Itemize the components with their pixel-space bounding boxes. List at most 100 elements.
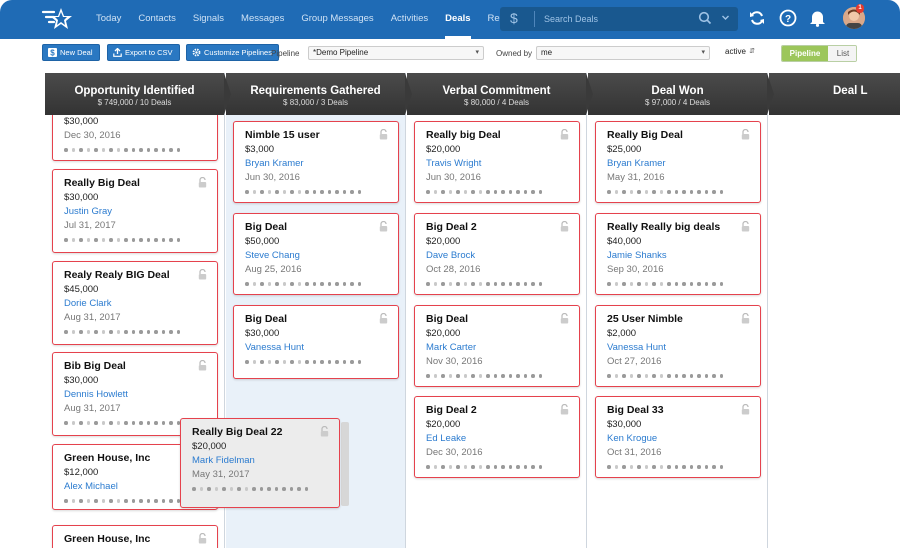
deal-name: Green House, Inc — [64, 452, 151, 464]
stage-arrow — [405, 73, 412, 115]
export-csv-button[interactable]: Export to CSV — [107, 44, 180, 61]
nav-item-messages[interactable]: Messages — [241, 13, 285, 24]
unlocked-icon[interactable] — [741, 404, 750, 415]
stage-summary: $ 83,000 / 3 Deals — [283, 98, 348, 107]
deal-card[interactable]: Realy Realy BIG Deal $45,000 Dorie Clark Au… — [52, 261, 218, 345]
deal-card[interactable]: Really Big Deal $25,000 Bryan Kramer May 31… — [595, 121, 761, 203]
deal-card[interactable]: Really Really big deals $40,000 Jamie Shan… — [595, 213, 761, 295]
customize-pipelines-button[interactable]: Customize Pipelines — [186, 44, 279, 61]
deal-close-date: Aug 31, 2017 — [64, 312, 121, 323]
sync-icon[interactable] — [748, 9, 766, 27]
deal-contact-link[interactable]: Ken Krogue — [607, 433, 658, 444]
unlocked-icon[interactable] — [379, 221, 388, 232]
deal-close-date: Jun 30, 2016 — [426, 172, 481, 183]
deal-name: Big Deal — [426, 313, 469, 325]
unlocked-icon[interactable] — [320, 426, 329, 437]
deal-card[interactable]: Big Deal $20,000 Mark Carter Nov 30, 2016 — [414, 305, 580, 387]
deal-card[interactable]: Really big Deal $20,000 Travis Wright Jun 3… — [414, 121, 580, 203]
unlocked-icon[interactable] — [560, 129, 569, 140]
deal-name: Really Big Deal — [64, 177, 140, 189]
search-input[interactable] — [544, 9, 684, 29]
deal-contact-link[interactable]: Vanessa Hunt — [245, 342, 304, 353]
help-icon[interactable]: ? — [779, 9, 797, 27]
deal-card[interactable]: Big Deal 2 $20,000 Ed Leake Dec 30, 2016 — [414, 396, 580, 478]
bell-icon[interactable] — [809, 9, 826, 27]
list-view-button[interactable]: List — [828, 46, 856, 61]
chevron-down-icon: ▾ — [701, 49, 705, 56]
deal-contact-link[interactable]: Dave Brock — [426, 250, 476, 261]
deal-card[interactable]: Big Deal $30,000 Vanessa Hunt — [233, 305, 399, 379]
unlocked-icon[interactable] — [560, 221, 569, 232]
deal-card[interactable]: Big Deal 33 $30,000 Ken Krogue Oct 31, 2016 — [595, 396, 761, 478]
dollar-icon: $ — [48, 48, 57, 57]
unlocked-icon[interactable] — [198, 533, 207, 544]
stage-header: Opportunity Identified $ 749,000 / 10 Dea… — [45, 73, 231, 115]
unlocked-icon[interactable] — [198, 360, 207, 371]
deal-close-date: May 31, 2016 — [607, 172, 665, 183]
deal-contact-link[interactable]: Mark Carter — [426, 342, 477, 353]
deal-card[interactable]: Nimble 15 user $3,000 Bryan Kramer Jun 30, … — [233, 121, 399, 203]
deal-contact-link[interactable]: Justin Gray — [64, 206, 113, 217]
stage-arrow — [586, 73, 593, 115]
pipeline-select[interactable]: *Demo Pipeline ▾ — [308, 46, 484, 60]
dragged-deal-card[interactable]: Really Big Deal 22 $20,000 Mark Fidelman Ma… — [180, 418, 340, 508]
unlocked-icon[interactable] — [379, 313, 388, 324]
new-deal-button[interactable]: $ New Deal — [42, 44, 100, 61]
deal-contact-link[interactable]: Steve Chang — [245, 250, 300, 261]
deal-contact-link[interactable]: Dorie Clark — [64, 298, 112, 309]
owner-select[interactable]: me ▾ — [536, 46, 710, 60]
deal-contact-link[interactable]: Dennis Howlett — [64, 389, 128, 400]
deal-amount: $20,000 — [426, 236, 461, 247]
status-select[interactable]: active ⇵ — [721, 46, 759, 60]
deal-card[interactable]: Really Big Deal $30,000 Justin Gray Jul 31,… — [52, 169, 218, 253]
nav-item-contacts[interactable]: Contacts — [138, 13, 176, 24]
unlocked-icon[interactable] — [198, 269, 207, 280]
unlocked-icon[interactable] — [198, 177, 207, 188]
stage-progress-dots — [607, 190, 760, 195]
deal-amount: $50,000 — [245, 236, 280, 247]
deal-contact-link[interactable]: Travis Wright — [426, 158, 482, 169]
unlocked-icon[interactable] — [741, 221, 750, 232]
deal-card[interactable]: 25 User Nimble $2,000 Vanessa Hunt Oct 27, … — [595, 305, 761, 387]
deal-card[interactable]: Green House, Inc — [52, 525, 218, 548]
deal-contact-link[interactable]: Vanessa Hunt — [607, 342, 666, 353]
deal-contact-link[interactable]: Jamie Shanks — [607, 250, 667, 261]
deal-name: Big Deal — [245, 221, 288, 233]
deal-close-date: Oct 27, 2016 — [607, 356, 662, 367]
unlocked-icon[interactable] — [560, 313, 569, 324]
deal-contact-link[interactable]: Alex Michael — [64, 481, 118, 492]
pipeline-view-button[interactable]: Pipeline — [782, 46, 828, 61]
deal-contact-link[interactable]: Bryan Kramer — [607, 158, 666, 169]
stage-progress-dots — [64, 421, 217, 426]
deal-close-date: Dec 30, 2016 — [64, 130, 121, 141]
chevron-down-icon[interactable] — [721, 13, 730, 22]
deal-contact-link[interactable]: Ed Leake — [426, 433, 467, 444]
deal-amount: $20,000 — [426, 144, 461, 155]
deal-name: Big Deal 33 — [607, 404, 664, 416]
deal-amount: $2,000 — [607, 328, 637, 339]
status-select-value: active — [725, 47, 746, 56]
stage-column-5: Deal L — [769, 73, 900, 548]
nav-item-deals[interactable]: Deals — [445, 0, 471, 39]
deal-amount: $12,000 — [64, 467, 99, 478]
deal-contact-link[interactable]: Mark Fidelman — [192, 455, 255, 466]
nav-item-signals[interactable]: Signals — [192, 13, 225, 24]
unlocked-icon[interactable] — [741, 129, 750, 140]
unlocked-icon[interactable] — [741, 313, 750, 324]
dollar-icon[interactable]: $ — [510, 10, 518, 26]
unlocked-icon[interactable] — [379, 129, 388, 140]
deal-card[interactable]: Big Deal $50,000 Steve Chang Aug 25, 2016 — [233, 213, 399, 295]
deal-amount: $30,000 — [64, 116, 99, 127]
nav-item-group-messages[interactable]: Group Messages — [301, 13, 374, 24]
search-icon[interactable] — [698, 11, 712, 25]
nav-item-activities[interactable]: Activities — [390, 13, 429, 24]
unlocked-icon[interactable] — [560, 404, 569, 415]
view-toggle: Pipeline List — [781, 45, 857, 62]
nav-item-today[interactable]: Today — [96, 13, 122, 24]
nimble-logo[interactable] — [40, 6, 74, 34]
deal-close-date: Jun 30, 2016 — [245, 172, 300, 183]
deal-amount: $20,000 — [426, 328, 461, 339]
deal-card[interactable]: $30,000 Dec 30, 2016 — [52, 115, 218, 161]
deal-contact-link[interactable]: Bryan Kramer — [245, 158, 304, 169]
deal-card[interactable]: Big Deal 2 $20,000 Dave Brock Oct 28, 2016 — [414, 213, 580, 295]
